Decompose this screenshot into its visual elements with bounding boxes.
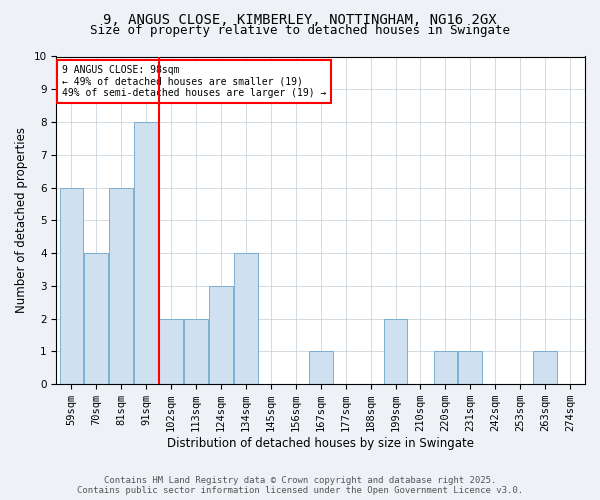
Bar (458, 352, 482, 384)
Bar (85, 253, 108, 384)
Bar (309, 352, 332, 384)
Bar (159, 318, 183, 384)
Bar (59, 188, 83, 384)
Y-axis label: Number of detached properties: Number of detached properties (15, 128, 28, 314)
Bar (434, 352, 457, 384)
Bar (109, 188, 133, 384)
Text: Size of property relative to detached houses in Swingate: Size of property relative to detached ho… (90, 24, 510, 37)
X-axis label: Distribution of detached houses by size in Swingate: Distribution of detached houses by size … (167, 437, 474, 450)
Bar (209, 286, 233, 384)
Bar (184, 318, 208, 384)
Text: 9, ANGUS CLOSE, KIMBERLEY, NOTTINGHAM, NG16 2GX: 9, ANGUS CLOSE, KIMBERLEY, NOTTINGHAM, N… (103, 12, 497, 26)
Bar (134, 122, 158, 384)
Text: 9 ANGUS CLOSE: 98sqm
← 49% of detached houses are smaller (19)
49% of semi-detac: 9 ANGUS CLOSE: 98sqm ← 49% of detached h… (62, 64, 326, 98)
Text: Contains HM Land Registry data © Crown copyright and database right 2025.
Contai: Contains HM Land Registry data © Crown c… (77, 476, 523, 495)
Bar (383, 318, 407, 384)
Bar (234, 253, 258, 384)
Bar (533, 352, 557, 384)
